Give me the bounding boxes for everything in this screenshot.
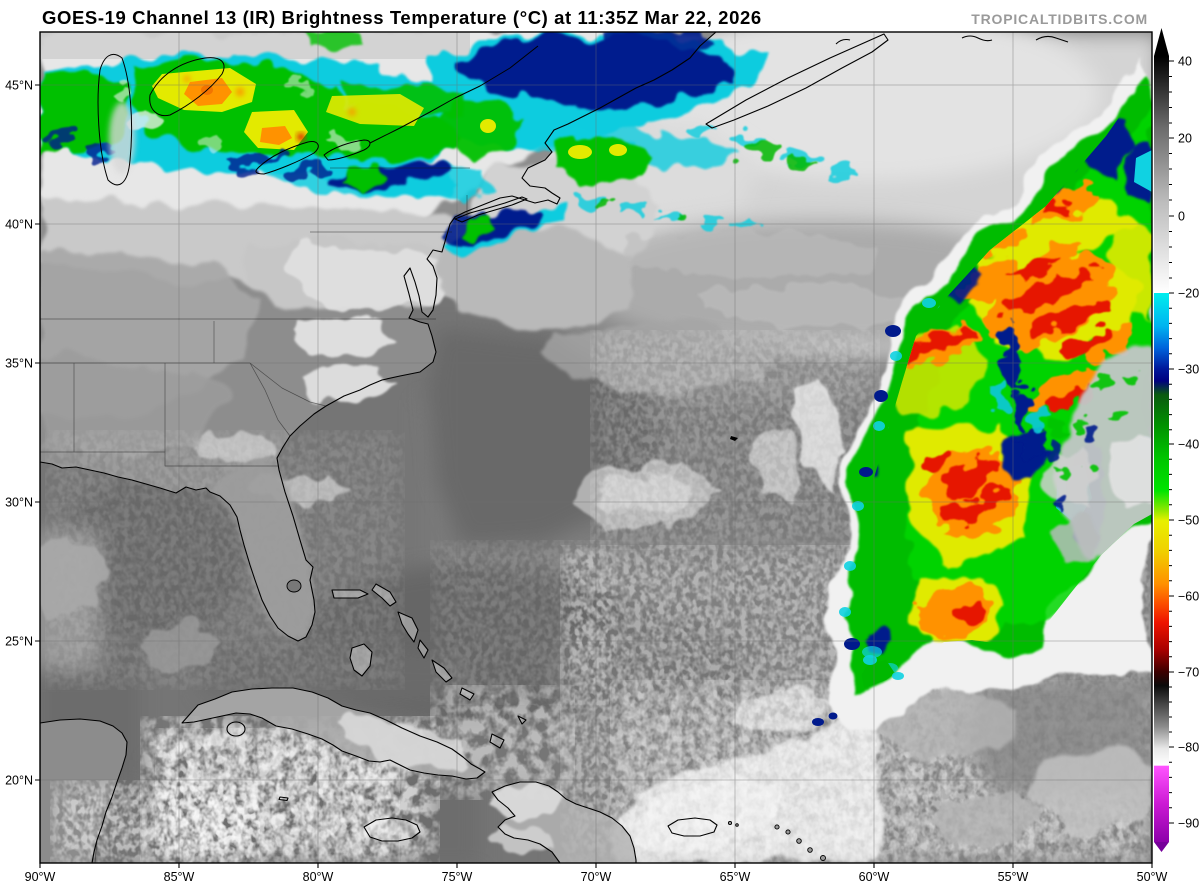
svg-text:−30: −30 — [1178, 363, 1199, 377]
svg-text:GOES-19 Channel 13 (IR) Bright: GOES-19 Channel 13 (IR) Brightness Tempe… — [42, 7, 762, 28]
svg-text:45°N: 45°N — [5, 79, 33, 93]
svg-text:80°W: 80°W — [303, 870, 334, 884]
svg-text:90°W: 90°W — [25, 870, 56, 884]
svg-text:20: 20 — [1178, 132, 1192, 146]
svg-text:−90: −90 — [1178, 817, 1199, 831]
svg-text:50°W: 50°W — [1137, 870, 1168, 884]
svg-text:0: 0 — [1178, 210, 1185, 224]
svg-text:40°N: 40°N — [5, 218, 33, 232]
svg-text:65°W: 65°W — [720, 870, 751, 884]
svg-text:−60: −60 — [1178, 590, 1199, 604]
svg-text:TROPICALTIDBITS.COM: TROPICALTIDBITS.COM — [971, 11, 1148, 27]
svg-text:70°W: 70°W — [581, 870, 612, 884]
svg-text:20°N: 20°N — [5, 774, 33, 788]
svg-text:75°W: 75°W — [442, 870, 473, 884]
svg-text:30°N: 30°N — [5, 496, 33, 510]
svg-text:85°W: 85°W — [164, 870, 195, 884]
svg-text:60°W: 60°W — [859, 870, 890, 884]
svg-text:−20: −20 — [1178, 287, 1199, 301]
svg-text:55°W: 55°W — [998, 870, 1029, 884]
svg-text:−70: −70 — [1178, 666, 1199, 680]
svg-text:−50: −50 — [1178, 514, 1199, 528]
svg-text:40: 40 — [1178, 55, 1192, 69]
svg-text:25°N: 25°N — [5, 635, 33, 649]
svg-text:−40: −40 — [1178, 438, 1199, 452]
svg-text:−80: −80 — [1178, 741, 1199, 755]
svg-text:35°N: 35°N — [5, 357, 33, 371]
